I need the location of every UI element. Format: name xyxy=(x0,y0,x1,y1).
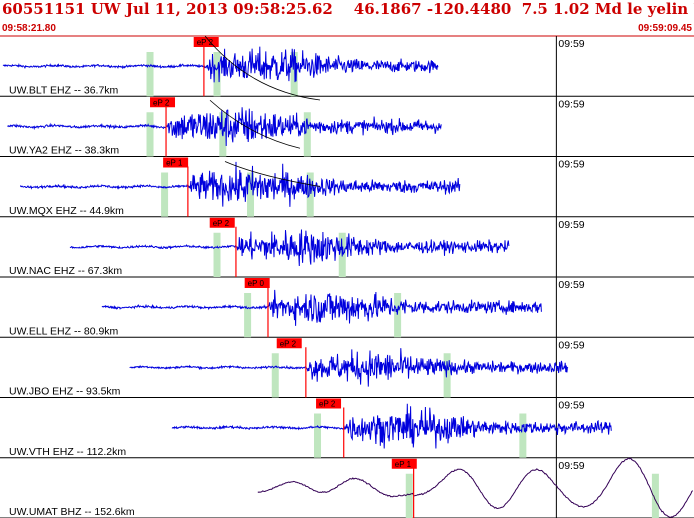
pick-flag xyxy=(209,217,235,228)
waveform-trace xyxy=(257,457,694,518)
channel-label: UW.NAC EHZ -- 67.3km xyxy=(9,265,122,277)
phase-marker xyxy=(213,52,221,97)
waveform-trace xyxy=(19,161,461,207)
channel-panel: 09:59 eP 2 UW.YA2 EHZ -- 38.3km xyxy=(0,96,694,157)
channel-panel: 09:59 eP 2 UW.JBO EHZ -- 93.5km xyxy=(0,337,694,398)
channel-panel: 09:59 eP 1 UW.MQX EHZ -- 44.9km xyxy=(0,156,694,218)
pick-label: eP 2 xyxy=(280,339,297,348)
pick-flag xyxy=(316,398,342,409)
window-end-time: 09:59:09.45 xyxy=(638,23,692,34)
travel-time-curve xyxy=(224,161,321,187)
channel-panel: 09:59 eP 1 UW.UMAT BHZ -- 152.6km xyxy=(0,457,694,518)
pick-label: eP 2 xyxy=(153,98,170,107)
time-tick-label: 09:59 xyxy=(558,279,584,291)
phase-marker xyxy=(146,112,154,157)
channel-label: UW.MQX EHZ -- 44.9km xyxy=(9,205,124,217)
pick-flag xyxy=(150,97,176,108)
channel-panel: 09:59 eP 2 UW.NAC EHZ -- 67.3km xyxy=(0,216,694,278)
phase-marker xyxy=(213,232,221,277)
time-tick-label: 09:59 xyxy=(558,339,584,351)
channel-label: UW.BLT EHZ -- 36.7km xyxy=(9,84,119,96)
phase-marker xyxy=(443,353,451,398)
channel-label: UW.UMAT BHZ -- 152.6km xyxy=(9,506,135,518)
phase-marker xyxy=(290,52,298,97)
pick-label: eP 0 xyxy=(248,279,265,288)
phase-marker xyxy=(306,172,314,217)
event-header: 60551151 UW Jul 11, 2013 09:58:25.62 46.… xyxy=(0,0,694,22)
channel-panel: 09:59 eP 2 UW.VTH EHZ -- 112.2km xyxy=(0,397,694,459)
time-tick-label: 09:59 xyxy=(558,219,584,231)
time-tick-label: 09:59 xyxy=(558,400,584,412)
waveform-trace xyxy=(2,46,439,83)
waveform-trace xyxy=(7,107,442,147)
phase-marker xyxy=(405,473,413,518)
phase-marker xyxy=(161,172,169,217)
channel-panel: 09:59 eP 0 UW.ELL EHZ -- 80.9km xyxy=(0,277,694,338)
time-tick-label: 09:59 xyxy=(558,38,584,50)
channel-label: UW.JBO EHZ -- 93.5km xyxy=(9,386,121,398)
waveform-trace xyxy=(101,289,542,326)
pick-flag xyxy=(163,157,189,168)
phase-marker xyxy=(244,293,252,338)
phase-marker xyxy=(519,413,527,458)
event-title: 60551151 UW Jul 11, 2013 09:58:25.62 46.… xyxy=(2,0,694,18)
channel-label: UW.ELL EHZ -- 80.9km xyxy=(9,325,119,337)
time-tick-label: 09:59 xyxy=(558,460,584,472)
phase-marker xyxy=(146,52,154,97)
window-start-time: 09:58:21.80 xyxy=(2,23,56,34)
pick-flag xyxy=(193,37,219,47)
phase-marker xyxy=(247,172,255,217)
waveform-trace xyxy=(129,348,569,387)
pick-label: eP 1 xyxy=(395,460,412,469)
phase-marker xyxy=(271,353,279,398)
pick-flag xyxy=(391,458,417,469)
pick-label: eP 2 xyxy=(197,38,214,47)
pick-label: eP 2 xyxy=(213,219,230,228)
phase-marker xyxy=(651,473,659,518)
waveform-trace xyxy=(171,403,612,449)
channel-panel: 09:59 eP 2 UW.BLT EHZ -- 36.7km xyxy=(0,36,694,97)
time-tick-label: 09:59 xyxy=(558,159,584,171)
travel-time-curve xyxy=(209,99,301,149)
pick-flag xyxy=(244,278,270,288)
waveform-trace xyxy=(69,229,510,267)
pick-label: eP 2 xyxy=(319,400,336,409)
travel-time-curve xyxy=(204,35,321,101)
phase-marker xyxy=(394,293,402,338)
time-tick-label: 09:59 xyxy=(558,98,584,110)
channel-label: UW.VTH EHZ -- 112.2km xyxy=(9,446,126,458)
channel-label: UW.YA2 EHZ -- 38.3km xyxy=(9,145,119,157)
pick-label: eP 1 xyxy=(166,159,183,168)
pick-flag xyxy=(276,338,302,349)
phase-marker xyxy=(314,413,322,458)
phase-marker xyxy=(303,112,311,157)
